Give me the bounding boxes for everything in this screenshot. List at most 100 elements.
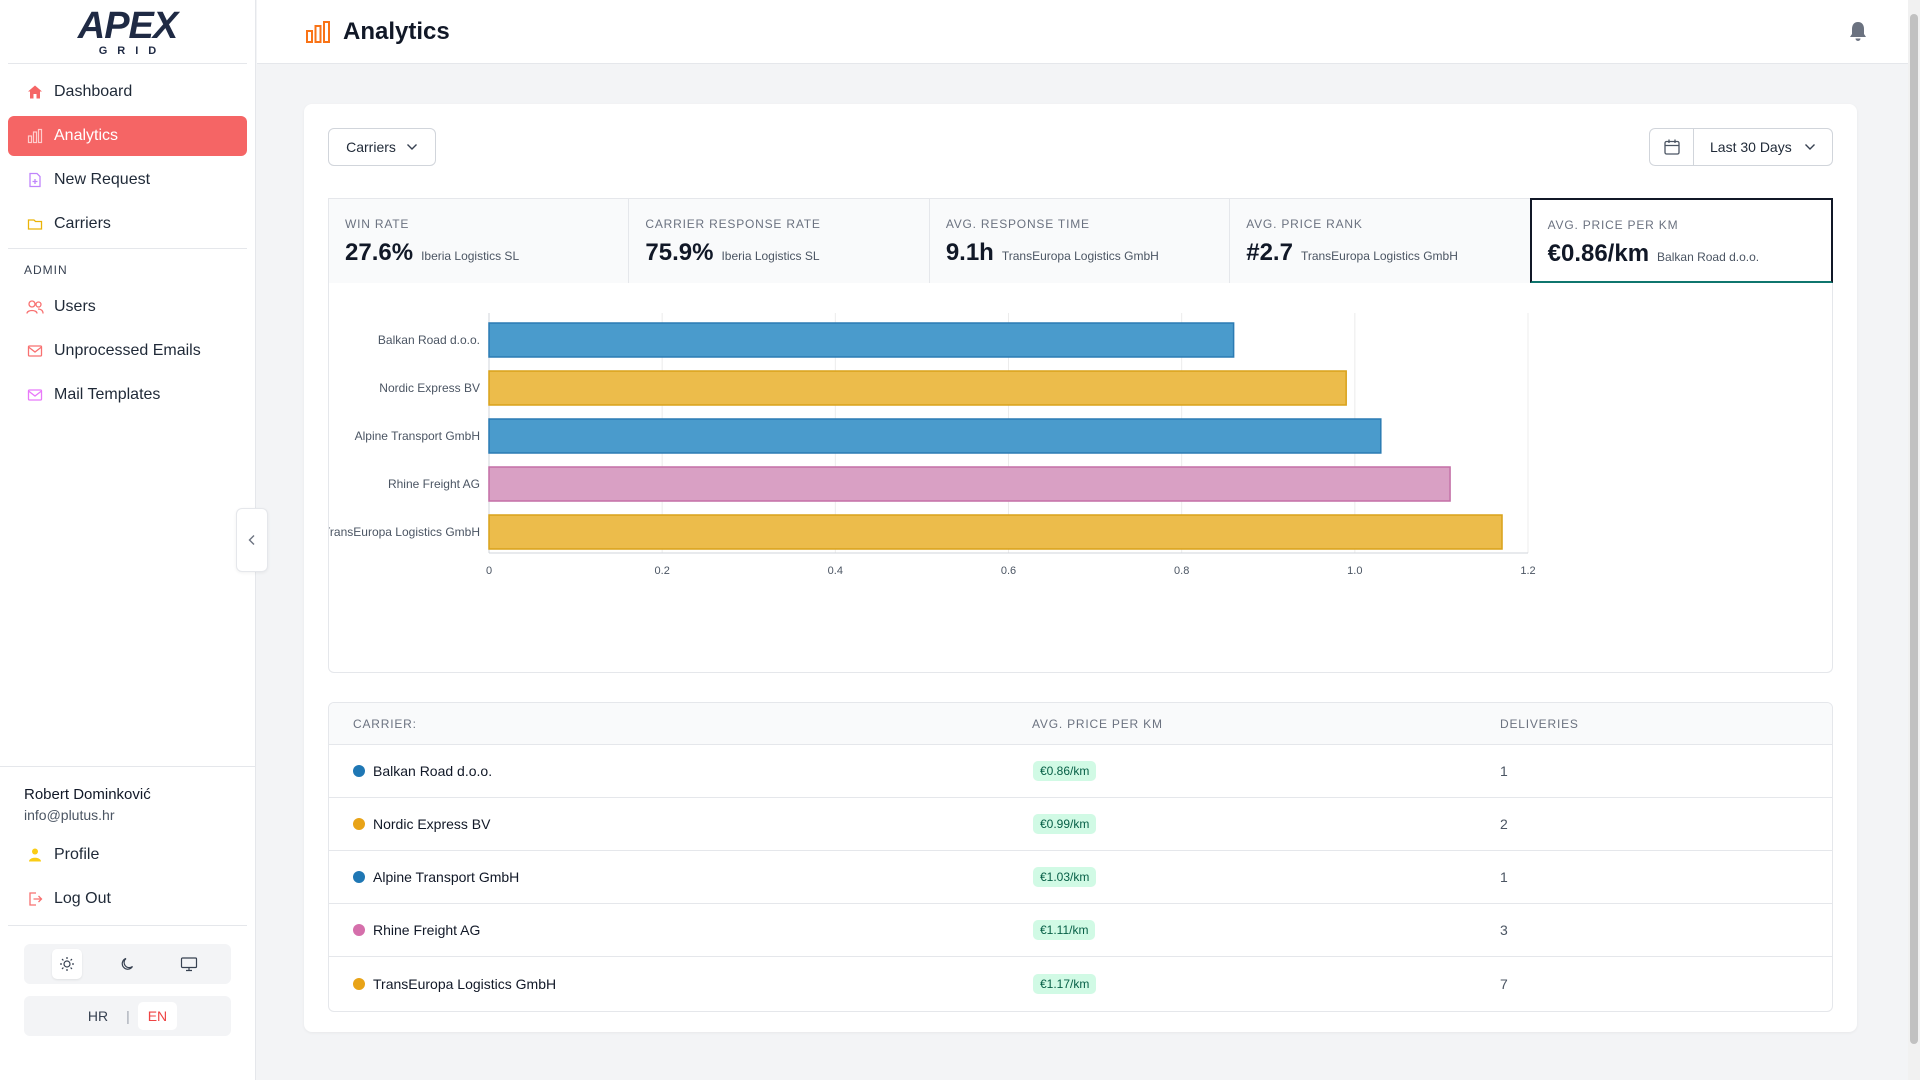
stat-win-rate[interactable]: WIN RATE 27.6% Iberia Logistics SL	[329, 199, 630, 283]
notifications-button[interactable]	[1848, 20, 1868, 47]
stat-carrier-response-rate[interactable]: CARRIER RESPONSE RATE 75.9% Iberia Logist…	[629, 199, 930, 283]
home-icon	[26, 83, 44, 101]
price-cell: €1.03/km	[1032, 867, 1500, 887]
price-cell: €1.11/km	[1032, 920, 1500, 940]
deliveries-cell: 1	[1500, 763, 1508, 779]
price-cell: €0.99/km	[1032, 814, 1500, 834]
sidebar-item-analytics[interactable]: Analytics	[8, 116, 247, 156]
table-row[interactable]: Nordic Express BV €0.99/km 2	[329, 798, 1832, 851]
language-hr-button[interactable]: HR	[87, 1008, 109, 1024]
collapse-sidebar-button[interactable]	[236, 508, 268, 572]
bar-chart-icon	[306, 20, 330, 43]
user-email: info@plutus.hr	[24, 807, 115, 823]
carrier-color-dot	[353, 818, 365, 830]
deliveries-cell: 2	[1500, 816, 1508, 832]
deliveries-cell: 7	[1500, 975, 1508, 992]
carriers-table: CARRIER: AVG. PRICE PER KM DELIVERIES Ba…	[328, 702, 1833, 1012]
carrier-name: Balkan Road d.o.o.	[373, 763, 493, 779]
scrollbar-thumb[interactable]	[1910, 14, 1918, 1044]
date-range-dropdown[interactable]: Last 30 Days	[1649, 128, 1833, 166]
sidebar-item-label: Dashboard	[54, 83, 133, 100]
page-scrollbar[interactable]	[1908, 0, 1920, 1080]
table-header: CARRIER: AVG. PRICE PER KM DELIVERIES	[329, 703, 1832, 745]
stat-value: #2.7	[1246, 239, 1293, 266]
stat-value: 75.9%	[645, 239, 714, 266]
x-tick-label: 0.6	[1001, 565, 1016, 577]
stat-value: 9.1h	[945, 239, 994, 266]
carrier-color-dot	[353, 924, 365, 936]
bar[interactable]	[488, 322, 1235, 358]
sidebar-item-label: Log Out	[54, 890, 111, 907]
table-row[interactable]: Balkan Road d.o.o. €0.86/km 1	[329, 745, 1832, 798]
stat-avg-response-time[interactable]: AVG. RESPONSE TIME 9.1h TransEuropa Logis…	[930, 199, 1231, 283]
table-row[interactable]: TransEuropa Logistics GmbH €1.17/km 7	[329, 957, 1832, 1010]
stat-label: AVG. RESPONSE TIME	[945, 217, 1090, 231]
price-per-km-chart: 0 0.2 0.4 0.6 0.8 1.0 1.2 Balkan Road d.o.o. Nor…	[328, 283, 1833, 673]
sidebar-item-dashboard[interactable]: Dashboard	[8, 72, 247, 112]
top-header: Analytics	[257, 0, 1920, 64]
date-range-icon-box	[1650, 129, 1694, 165]
price-badge: €0.86/km	[1033, 761, 1097, 781]
truck-icon	[26, 215, 44, 233]
light-theme-button[interactable]	[51, 949, 82, 979]
carrier-cell: Rhine Freight AG	[329, 922, 1032, 938]
stat-label: WIN RATE	[345, 217, 410, 231]
x-tick-label: 1.2	[1520, 565, 1535, 577]
dark-theme-button[interactable]	[113, 949, 143, 979]
price-badge: €1.11/km	[1033, 920, 1096, 940]
sidebar-item-mail-templates[interactable]: Mail Templates	[8, 375, 247, 415]
language-en-button[interactable]: EN	[137, 1002, 178, 1030]
price-badge: €1.03/km	[1033, 867, 1097, 887]
stat-value: 27.6%	[345, 239, 414, 266]
page-title: Analytics	[343, 17, 450, 45]
date-range-label: Last 30 Days	[1710, 139, 1792, 155]
table-row[interactable]: Alpine Transport GmbH €1.03/km 1	[329, 851, 1832, 904]
table-row[interactable]: Rhine Freight AG €1.11/km 3	[329, 904, 1832, 957]
analytics-panel: Carriers Last 30 Days WIN RATE 27.6% Iber…	[304, 104, 1857, 1032]
bar[interactable]	[488, 514, 1503, 550]
sidebar-item-profile[interactable]: Profile	[8, 835, 247, 875]
x-tick-label: 0.4	[828, 565, 843, 577]
carriers-filter-dropdown[interactable]: Carriers	[328, 128, 436, 166]
table-body: Balkan Road d.o.o. €0.86/km 1 Nordic Expres…	[329, 745, 1832, 1010]
system-theme-button[interactable]	[174, 949, 204, 979]
sidebar-item-carriers[interactable]: Carriers	[8, 204, 247, 244]
stat-label: AVG. PRICE RANK	[1246, 217, 1363, 231]
user-name: Robert Dominković	[24, 786, 151, 803]
theme-switcher	[24, 944, 231, 984]
sidebar-item-users[interactable]: Users	[8, 287, 247, 327]
header-price: AVG. PRICE PER KM	[1032, 716, 1163, 731]
price-badge: €1.17/km	[1033, 973, 1097, 994]
sidebar-item-label: Unprocessed Emails	[54, 342, 201, 359]
sidebar-item-unprocessed-emails[interactable]: Unprocessed Emails	[8, 331, 247, 371]
nav-divider	[8, 248, 247, 249]
sidebar-item-logout[interactable]: Log Out	[8, 879, 247, 919]
mail-template-icon	[26, 386, 44, 404]
carrier-name: TransEuropa Logistics GmbH	[373, 975, 557, 992]
logout-icon	[26, 890, 44, 908]
stat-label: CARRIER RESPONSE RATE	[645, 217, 821, 231]
carrier-name: Alpine Transport GmbH	[373, 869, 520, 885]
y-tick-label: TransEuropa Logistics GmbH	[329, 525, 480, 539]
stat-avg-price-rank[interactable]: AVG. PRICE RANK #2.7 TransEuropa Logistic…	[1230, 199, 1529, 283]
carrier-cell: TransEuropa Logistics GmbH	[329, 976, 1032, 992]
sidebar-item-label: New Request	[54, 171, 151, 188]
sidebar-item-label: Users	[54, 298, 96, 315]
header-deliveries: DELIVERIES	[1500, 716, 1579, 731]
sidebar-item-new-request[interactable]: New Request	[8, 160, 247, 200]
stat-avg-price-per-km[interactable]: AVG. PRICE PER KM €0.86/km Balkan Road d.…	[1529, 198, 1834, 283]
footer-divider	[8, 925, 247, 926]
bar[interactable]	[488, 370, 1347, 406]
bar[interactable]	[488, 418, 1382, 454]
bar[interactable]	[488, 466, 1451, 502]
y-tick-label: Alpine Transport GmbH	[355, 429, 480, 443]
stats-tabs: WIN RATE 27.6% Iberia Logistics SL CARRIE…	[328, 198, 1834, 283]
logo[interactable]: APEX GRID	[77, 4, 178, 57]
y-tick-label: Balkan Road d.o.o.	[378, 333, 480, 347]
language-divider: |	[126, 1008, 130, 1024]
carrier-color-dot	[353, 765, 365, 777]
bar-chart-icon	[26, 127, 44, 145]
stat-carrier: Iberia Logistics SL	[721, 249, 820, 263]
carrier-name: Nordic Express BV	[373, 816, 491, 832]
sidebar-item-label: Carriers	[54, 215, 111, 232]
